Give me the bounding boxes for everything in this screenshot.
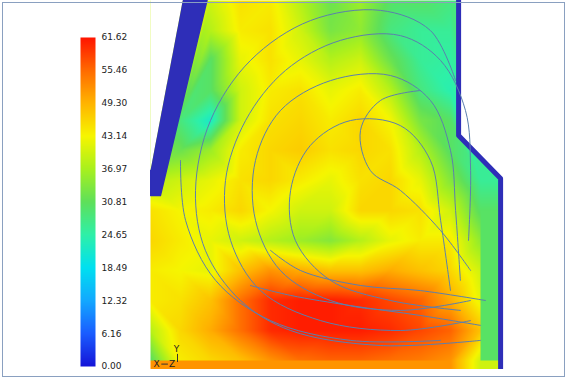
svg-text:0.00: 0.00: [102, 361, 122, 371]
svg-text:12.32: 12.32: [102, 296, 128, 306]
svg-text:49.30: 49.30: [102, 98, 128, 108]
svg-text:36.97: 36.97: [102, 164, 128, 174]
svg-text:43.14: 43.14: [102, 131, 128, 141]
svg-text:30.81: 30.81: [102, 197, 128, 207]
svg-text:X: X: [153, 359, 159, 369]
svg-text:55.46: 55.46: [102, 65, 128, 75]
svg-text:18.49: 18.49: [102, 263, 128, 273]
svg-text:6.16: 6.16: [102, 328, 122, 338]
svg-text:Z: Z: [169, 359, 175, 369]
svg-text:24.65: 24.65: [102, 230, 128, 240]
svg-text:61.62: 61.62: [102, 32, 128, 42]
svg-text:Y: Y: [173, 344, 180, 354]
